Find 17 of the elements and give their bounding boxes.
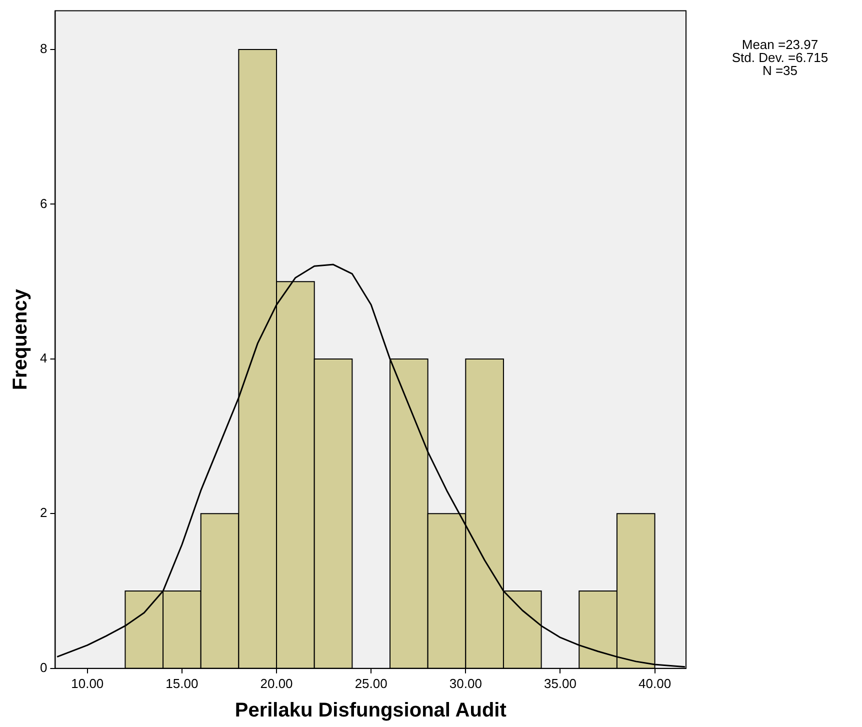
text: Mean =23.97 xyxy=(740,37,820,52)
text: N =35 xyxy=(761,63,799,78)
y-tick-label: 4 xyxy=(40,350,48,366)
y-tick-label: 8 xyxy=(40,41,48,56)
y-tick-label: 6 xyxy=(40,196,48,211)
x-axis-title: Perilaku Disfungsional Audit xyxy=(234,700,507,722)
y-axis-title: Frequency xyxy=(10,288,32,390)
x-tick-label: 20.00 xyxy=(260,676,293,691)
y-tick-label: 2 xyxy=(40,505,48,520)
x-tick-label: 35.00 xyxy=(544,676,576,691)
x-tick-label: 15.00 xyxy=(166,676,198,691)
text: Std. Dev. =6.715 xyxy=(730,50,830,65)
x-tick-label: 30.00 xyxy=(449,676,482,691)
x-tick-label: 25.00 xyxy=(354,676,388,691)
y-tick-label: 0 xyxy=(40,660,48,675)
x-tick-label: 40.00 xyxy=(638,676,672,691)
x-tick-label: 10.00 xyxy=(71,676,104,691)
